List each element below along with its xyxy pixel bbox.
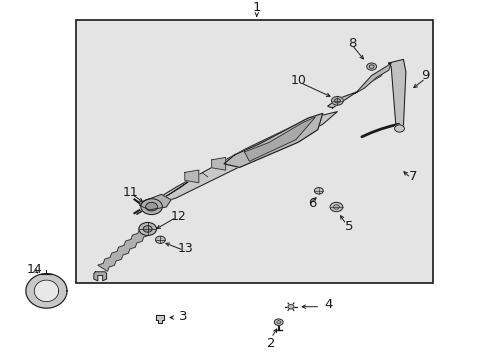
Polygon shape [184, 170, 199, 183]
Text: 12: 12 [170, 210, 186, 222]
Polygon shape [98, 229, 149, 271]
Circle shape [329, 202, 342, 212]
Circle shape [276, 321, 280, 324]
Polygon shape [139, 194, 171, 210]
Text: 6: 6 [307, 197, 316, 210]
Text: 8: 8 [347, 37, 356, 50]
Circle shape [394, 125, 404, 132]
Circle shape [314, 188, 323, 194]
Polygon shape [327, 67, 386, 108]
Circle shape [143, 226, 152, 232]
Text: 14: 14 [26, 263, 42, 276]
Polygon shape [137, 180, 190, 214]
Circle shape [331, 96, 343, 105]
Text: 1: 1 [252, 1, 261, 14]
Circle shape [334, 99, 340, 103]
Text: 7: 7 [408, 170, 417, 183]
Polygon shape [354, 63, 390, 94]
Polygon shape [34, 280, 59, 302]
Circle shape [139, 222, 156, 235]
Text: 3: 3 [179, 310, 187, 323]
Circle shape [368, 65, 373, 68]
Polygon shape [26, 274, 67, 308]
Text: 11: 11 [122, 186, 138, 199]
Circle shape [145, 202, 157, 211]
Polygon shape [211, 157, 225, 170]
Circle shape [274, 319, 283, 325]
Polygon shape [94, 272, 106, 281]
Circle shape [333, 205, 339, 209]
Polygon shape [244, 117, 315, 161]
Circle shape [155, 236, 165, 243]
Polygon shape [388, 59, 405, 130]
Polygon shape [160, 112, 337, 203]
Text: 13: 13 [178, 242, 193, 255]
Circle shape [141, 199, 162, 215]
Text: 9: 9 [420, 69, 429, 82]
Text: 10: 10 [290, 75, 305, 87]
Bar [76, 20, 432, 283]
Polygon shape [156, 315, 164, 323]
Text: 5: 5 [345, 220, 353, 233]
Text: 2: 2 [266, 337, 275, 350]
Circle shape [366, 63, 376, 70]
Text: 4: 4 [324, 298, 332, 311]
Polygon shape [224, 113, 322, 167]
Circle shape [287, 305, 293, 309]
